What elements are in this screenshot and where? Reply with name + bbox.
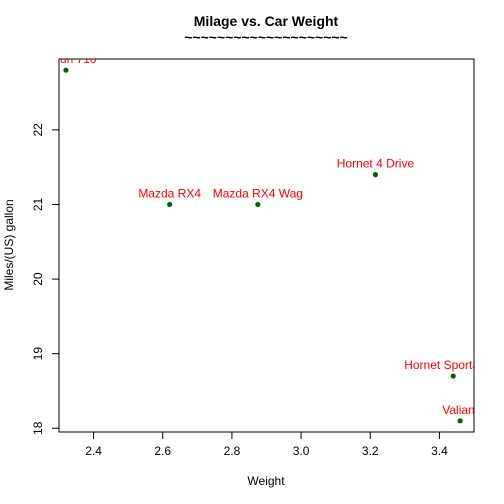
y-tick-label: 20 bbox=[31, 272, 45, 286]
data-point-label: Mazda RX4 bbox=[138, 186, 201, 200]
data-point bbox=[372, 172, 379, 178]
data-point-label: Mazda RX4 Wag bbox=[213, 186, 303, 200]
x-tick-label: 2.4 bbox=[85, 444, 102, 458]
x-tick-label: 2.6 bbox=[154, 444, 171, 458]
data-point bbox=[167, 201, 173, 208]
data-point bbox=[450, 373, 456, 379]
data-point bbox=[255, 201, 261, 208]
x-tick-label: 3.2 bbox=[362, 444, 379, 458]
y-tick-label: 19 bbox=[31, 347, 45, 361]
x-tick-label: 2.8 bbox=[224, 444, 241, 458]
data-point-label: Hornet Sportabout bbox=[404, 358, 503, 372]
y-axis-label: Miles/(US) gallon bbox=[2, 199, 16, 290]
chart-title: Milage vs. Car Weight bbox=[194, 13, 339, 29]
y-axis: 18 19 20 21 22 bbox=[31, 123, 60, 435]
x-tick-label: 3.0 bbox=[293, 444, 310, 458]
data-point-label: Hornet 4 Drive bbox=[337, 157, 415, 171]
x-tick-label: 3.4 bbox=[431, 444, 448, 458]
y-tick-label: 22 bbox=[31, 123, 45, 137]
data-point-label: Valiant bbox=[442, 403, 478, 417]
plot-area-frame bbox=[58, 58, 475, 433]
data-point-labels: Datsun 710 Mazda RX4 Mazda RX4 Wag Hornet 4… bbox=[35, 52, 503, 417]
data-points bbox=[63, 67, 463, 424]
data-point bbox=[63, 67, 69, 73]
data-point bbox=[457, 418, 463, 424]
y-tick-label: 18 bbox=[31, 421, 45, 435]
x-axis-label: Weight bbox=[247, 474, 285, 488]
chart-title-underline: ~~~~~~~~~~~~~~~~~~~~ bbox=[184, 29, 348, 45]
x-axis: 2.4 2.6 2.8 3.0 3.2 3.4 bbox=[85, 431, 448, 458]
data-point-label: Datsun 710 bbox=[35, 52, 97, 66]
y-tick-label: 21 bbox=[31, 197, 45, 211]
